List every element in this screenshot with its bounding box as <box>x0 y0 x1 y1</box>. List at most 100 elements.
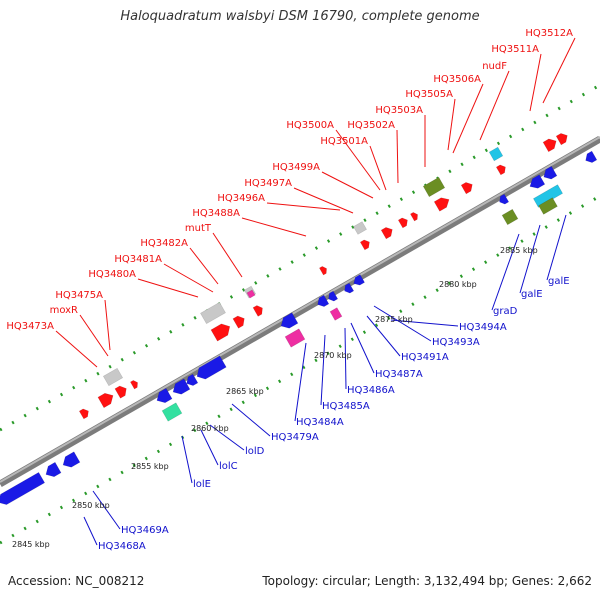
cyan-gene-45 <box>488 146 504 162</box>
reverse-gene-label: HQ3487A <box>375 369 423 380</box>
forward-gene-35 <box>460 182 473 195</box>
forward-gene-31 <box>397 217 408 229</box>
forward-leader-line <box>396 129 399 184</box>
reverse-gene-15 <box>499 193 510 205</box>
reverse-gene-10 <box>344 282 355 294</box>
grey-gene-39 <box>102 367 124 387</box>
forward-gene-label: moxR <box>50 305 78 316</box>
forward-leader-line <box>189 247 219 285</box>
reverse-gene-1 <box>45 461 62 478</box>
reverse-gene-label: HQ3494A <box>459 322 507 333</box>
forward-gene-24 <box>114 385 127 399</box>
forward-gene-label: nudF <box>482 61 507 72</box>
reverse-leader-line <box>294 342 307 422</box>
forward-gene-label: HQ3480A <box>88 269 136 280</box>
reverse-gene-label: lolC <box>219 461 238 472</box>
reverse-gene-label: graD <box>493 306 518 317</box>
reverse-leader-line <box>350 322 375 374</box>
forward-gene-23 <box>97 392 114 409</box>
scale-ticks: 2845 kbp 2850 kbp 2855 kbp 2860 kbp 2865 kbp… <box>12 246 538 549</box>
backbone-highlight <box>0 136 600 483</box>
forward-gene-25 <box>129 380 138 390</box>
pink-gene-18 <box>329 307 343 321</box>
olive-gene-44 <box>422 176 446 198</box>
forward-leader-line <box>479 70 510 141</box>
reverse-gene-12 <box>529 174 546 189</box>
forward-gene-37 <box>542 138 557 153</box>
forward-leader-line <box>266 202 341 211</box>
reverse-gene-11 <box>353 274 365 286</box>
reverse-gene-9 <box>328 290 339 302</box>
reverse-gene-label: HQ3493A <box>432 337 480 348</box>
forward-leader-line <box>321 171 374 199</box>
reverse-leader-line <box>209 424 245 451</box>
forward-gene-label: HQ3511A <box>491 44 539 55</box>
reverse-leader-line <box>200 429 219 466</box>
forward-leader-line <box>241 217 307 237</box>
scale-tick-label: 2880 kbp <box>439 280 477 289</box>
reverse-gene-13 <box>543 165 558 180</box>
forward-gene-27 <box>232 315 245 329</box>
scale-tick-label: 2845 kbp <box>12 540 50 549</box>
reverse-gene-5 <box>186 373 199 386</box>
forward-gene-22 <box>78 408 89 420</box>
reverse-leader-line <box>519 224 541 294</box>
forward-gene-label: mutT <box>185 223 212 234</box>
forward-gene-label: HQ3506A <box>433 74 481 85</box>
forward-gene-label: HQ3496A <box>217 193 265 204</box>
scale-tick-label: 2860 kbp <box>191 424 229 433</box>
forward-gene-26 <box>210 323 231 342</box>
reverse-gene-label: lolD <box>245 446 265 457</box>
reverse-leader-line <box>491 233 520 311</box>
reverse-leader-line <box>546 214 567 281</box>
forward-leader-line <box>542 37 576 104</box>
reverse-gene-3 <box>156 387 173 404</box>
olive-gene-21 <box>538 197 558 215</box>
reverse-gene-label: HQ3479A <box>271 432 319 443</box>
pink-gene-43 <box>246 289 256 299</box>
forward-track-line <box>0 83 600 432</box>
scale-tick-label: 2865 kbp <box>226 387 264 396</box>
scale-tick-label: 2870 kbp <box>314 351 352 360</box>
reverse-leader-line <box>92 490 121 530</box>
olive-gene-20 <box>501 208 519 226</box>
forward-leader-line <box>452 83 484 154</box>
forward-gene-label: HQ3481A <box>114 254 162 265</box>
gene-labels: HQ3473A HQ3475A moxR HQ3480A HQ3481A HQ3482A m… <box>6 28 573 552</box>
forward-gene-28 <box>252 305 263 317</box>
forward-gene-label: HQ3501A <box>320 136 368 147</box>
forward-gene-label: HQ3500A <box>286 120 334 131</box>
forward-leader-line <box>163 263 214 293</box>
scale-tick-label: 2875 kbp <box>375 315 413 324</box>
reverse-gene-label: lolE <box>193 479 211 490</box>
forward-gene-32 <box>409 212 418 222</box>
forward-leader-line <box>335 129 381 191</box>
reverse-leader-line <box>181 435 193 484</box>
forward-gene-29 <box>359 239 370 251</box>
forward-gene-label: HQ3482A <box>140 238 188 249</box>
reverse-gene-4 <box>172 378 191 395</box>
forward-leader-line <box>79 314 109 357</box>
forward-gene-38 <box>555 133 568 146</box>
forward-leader-line <box>104 299 111 351</box>
reverse-gene-label: HQ3469A <box>121 525 169 536</box>
forward-gene-33 <box>318 266 327 276</box>
grey-gene-41 <box>353 221 367 235</box>
reverse-leader-line <box>366 315 401 357</box>
forward-gene-36 <box>495 164 506 176</box>
label-leader-lines <box>55 37 576 546</box>
reverse-gene-label: HQ3484A <box>296 417 344 428</box>
forward-gene-label: HQ3499A <box>272 162 320 173</box>
scale-tick-label: 2885 kbp <box>500 246 538 255</box>
topology-label: Topology: circular; Length: 3,132,494 bp… <box>262 574 592 588</box>
reverse-leader-line <box>373 305 432 342</box>
forward-leader-line <box>137 278 199 298</box>
forward-leader-line <box>369 145 387 191</box>
forward-gene-34 <box>433 197 450 212</box>
reverse-leader-line <box>83 516 98 546</box>
reverse-gene-label: HQ3491A <box>401 352 449 363</box>
forward-gene-label: HQ3505A <box>405 89 453 100</box>
forward-gene-label: HQ3488A <box>192 208 240 219</box>
scale-tick-label: 2855 kbp <box>131 462 169 471</box>
forward-leader-line <box>529 53 542 112</box>
